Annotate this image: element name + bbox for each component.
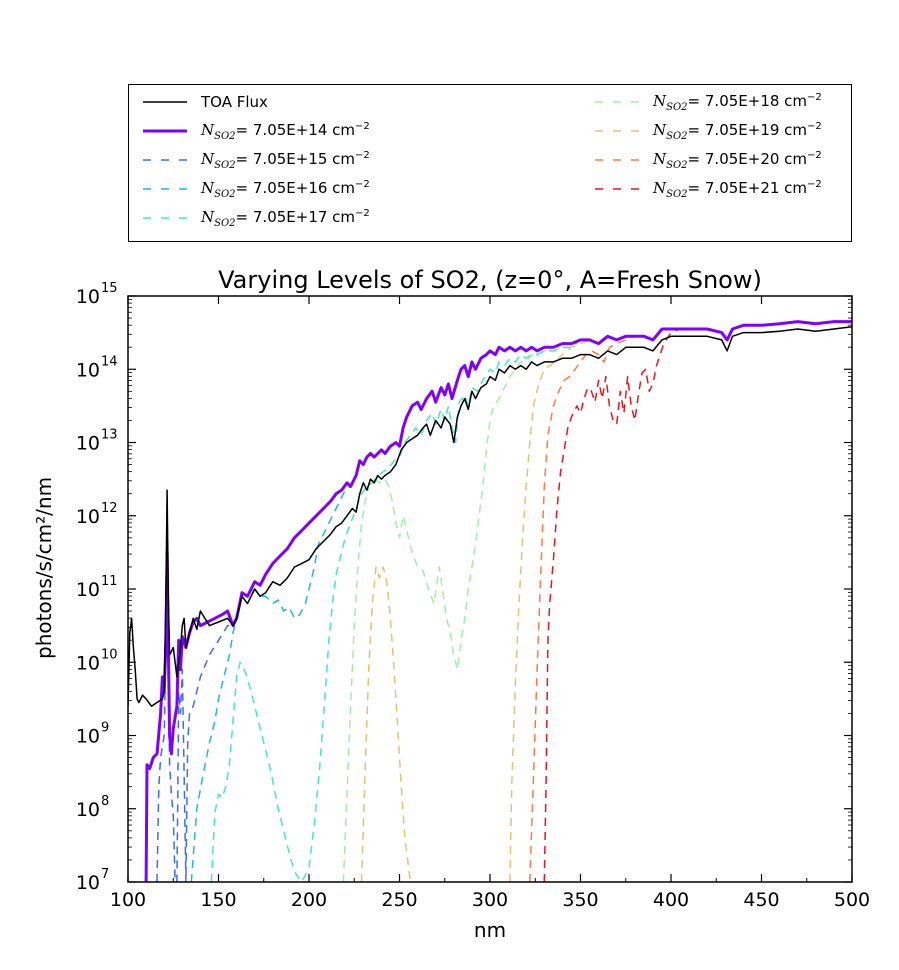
legend-label: NSO2= 7.05E+20 cm−2 <box>653 149 822 171</box>
legend-item: NSO2= 7.05E+21 cm−2 <box>595 178 822 200</box>
series-line-4 <box>210 320 852 882</box>
y-tick-label: 10 <box>76 286 100 308</box>
series-group <box>128 320 852 882</box>
y-tick-exponent: 10 <box>101 647 118 662</box>
series-line-3 <box>190 320 852 882</box>
y-tick-label: 10 <box>76 872 100 894</box>
legend-swatch <box>595 159 639 161</box>
y-tick-exponent: 12 <box>101 501 118 516</box>
y-tick-label: 10 <box>76 506 100 528</box>
x-tick-label: 300 <box>472 889 508 911</box>
legend-label: NSO2= 7.05E+15 cm−2 <box>201 149 370 171</box>
series-line-2 <box>156 320 852 882</box>
x-tick-label: 350 <box>562 889 598 911</box>
legend-label: NSO2= 7.05E+17 cm−2 <box>201 207 370 229</box>
legend-swatch <box>143 159 187 161</box>
series-line-8 <box>529 320 852 882</box>
legend-swatch <box>143 217 187 219</box>
x-tick-label: 450 <box>743 889 779 911</box>
y-tick-label: 10 <box>76 579 100 601</box>
x-tick-label: 400 <box>653 889 689 911</box>
x-tick-label: 150 <box>200 889 236 911</box>
legend-label: NSO2= 7.05E+18 cm−2 <box>653 91 822 113</box>
legend-item: NSO2= 7.05E+19 cm−2 <box>595 120 822 142</box>
y-tick-exponent: 7 <box>101 867 109 882</box>
axes-frame <box>127 295 853 883</box>
x-tick-label: 500 <box>834 889 870 911</box>
legend-swatch <box>595 130 639 132</box>
legend-swatch <box>143 129 187 133</box>
chart-title: Varying Levels of SO2, (z=0°, A=Fresh Sn… <box>218 266 762 294</box>
x-axis-label: nm <box>473 918 507 942</box>
y-axis-label: photons/s/cm²/nm <box>32 476 56 659</box>
series-line-7 <box>509 320 852 882</box>
legend-swatch <box>595 188 639 190</box>
chart-legend: TOA Flux NSO2= 7.05E+14 cm−2 NSO2= 7.05E+1… <box>128 84 852 242</box>
legend-swatch <box>143 188 187 190</box>
legend-item: NSO2= 7.05E+20 cm−2 <box>595 149 822 171</box>
legend-item: NSO2= 7.05E+18 cm−2 <box>595 91 822 113</box>
legend-label: NSO2= 7.05E+14 cm−2 <box>201 120 370 142</box>
y-tick-exponent: 15 <box>101 281 118 296</box>
legend-swatch <box>143 101 187 103</box>
y-tick-label: 10 <box>76 652 100 674</box>
series-line-1 <box>144 320 852 882</box>
y-tick-label: 10 <box>76 433 100 455</box>
y-tick-label: 10 <box>76 359 100 381</box>
legend-item: NSO2= 7.05E+15 cm−2 <box>143 149 370 171</box>
legend-label: TOA Flux <box>201 93 268 111</box>
legend-item: NSO2= 7.05E+17 cm−2 <box>143 207 370 229</box>
legend-label: NSO2= 7.05E+16 cm−2 <box>201 178 370 200</box>
y-tick-label: 10 <box>76 726 100 748</box>
legend-label: NSO2= 7.05E+21 cm−2 <box>653 178 822 200</box>
y-tick-exponent: 8 <box>101 794 109 809</box>
y-tick-exponent: 9 <box>101 721 109 736</box>
legend-item: NSO2= 7.05E+14 cm−2 <box>143 120 370 142</box>
y-tick-label: 10 <box>76 799 100 821</box>
series-line-9 <box>543 320 852 882</box>
legend-item: TOA Flux <box>143 91 268 113</box>
x-tick-label: 250 <box>381 889 417 911</box>
legend-swatch <box>595 101 639 103</box>
x-tick-label: 100 <box>110 889 146 911</box>
y-tick-exponent: 11 <box>101 574 118 589</box>
series-line-6 <box>360 566 412 882</box>
y-tick-exponent: 13 <box>101 428 118 443</box>
x-tick-label: 200 <box>291 889 327 911</box>
legend-label: NSO2= 7.05E+19 cm−2 <box>653 120 822 142</box>
series-line-0 <box>128 326 852 707</box>
y-tick-exponent: 14 <box>101 354 118 369</box>
legend-item: NSO2= 7.05E+16 cm−2 <box>143 178 370 200</box>
